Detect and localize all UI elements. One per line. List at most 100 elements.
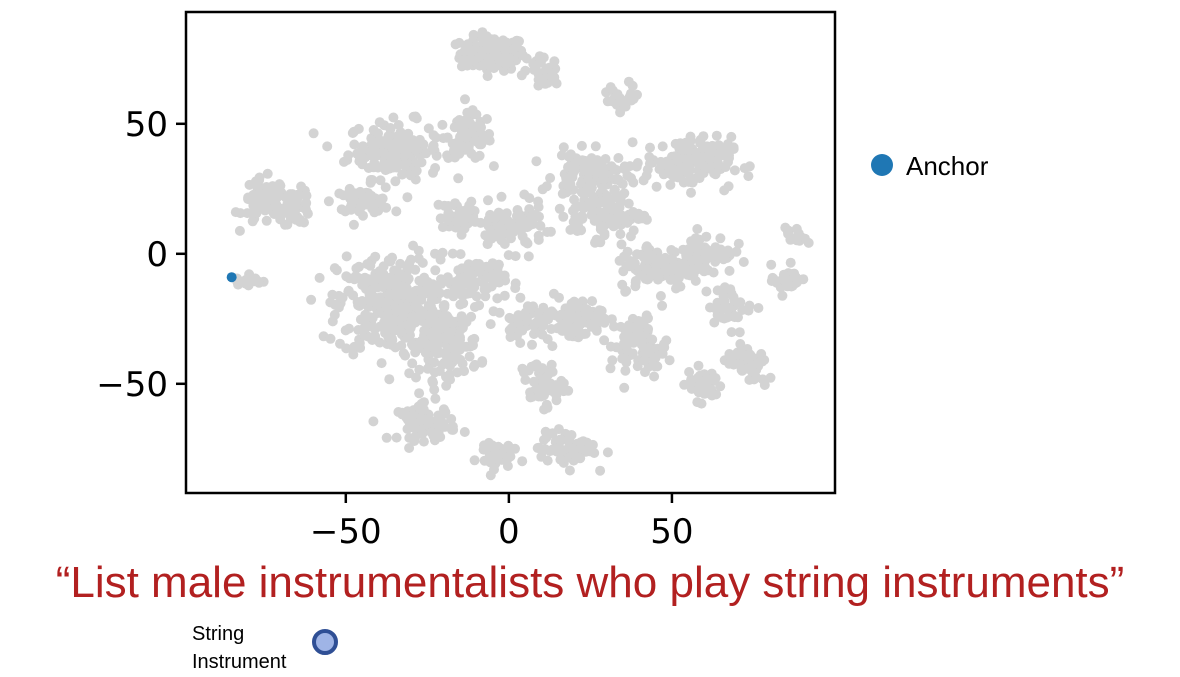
data-point — [571, 313, 582, 324]
data-point — [242, 274, 253, 285]
data-point — [469, 359, 480, 370]
data-point — [623, 198, 634, 209]
data-point — [488, 63, 499, 74]
data-point — [558, 211, 569, 222]
data-point — [456, 229, 467, 240]
data-point — [617, 279, 628, 290]
data-point — [691, 253, 702, 264]
data-point — [619, 382, 630, 393]
data-point — [426, 427, 437, 438]
data-point — [462, 60, 473, 71]
data-point — [614, 255, 625, 266]
data-point — [402, 262, 413, 273]
data-point — [418, 404, 429, 415]
data-point — [282, 219, 293, 230]
anchor-point — [226, 272, 237, 283]
data-point — [457, 208, 468, 219]
data-point — [627, 348, 638, 359]
data-point — [437, 247, 448, 258]
data-point — [464, 351, 475, 362]
data-point — [340, 206, 351, 217]
data-point — [541, 432, 552, 443]
data-point — [790, 233, 801, 244]
data-point — [348, 290, 359, 301]
data-point — [551, 78, 562, 89]
data-point — [576, 140, 587, 151]
data-point — [666, 245, 677, 255]
data-point — [575, 329, 585, 340]
data-point — [609, 185, 620, 196]
data-point — [660, 261, 670, 271]
data-point — [738, 257, 749, 267]
data-point — [506, 323, 517, 334]
data-point — [397, 308, 408, 318]
data-point — [724, 265, 735, 276]
data-point — [673, 171, 684, 182]
data-point — [599, 317, 610, 328]
data-point — [344, 323, 354, 334]
data-point — [545, 173, 556, 183]
data-point — [374, 117, 385, 128]
y-tick-label: 50 — [125, 105, 168, 145]
data-point — [734, 327, 745, 338]
data-point — [785, 257, 796, 268]
data-point — [464, 200, 475, 211]
data-point — [391, 432, 402, 443]
data-point — [349, 126, 359, 137]
data-point — [360, 323, 371, 334]
data-point — [403, 332, 414, 343]
data-point — [624, 92, 635, 103]
data-point — [693, 360, 704, 371]
data-point — [409, 340, 420, 351]
data-point — [480, 291, 491, 302]
data-point — [354, 206, 365, 217]
data-point — [375, 175, 386, 186]
data-point — [660, 158, 670, 169]
data-point — [628, 177, 639, 188]
data-point — [301, 198, 312, 208]
data-point — [715, 233, 726, 244]
data-point — [507, 221, 518, 232]
string-instrument-marker — [312, 629, 338, 655]
data-point — [544, 446, 555, 456]
data-point — [538, 302, 549, 313]
data-point — [414, 364, 425, 375]
data-point — [413, 245, 424, 256]
data-point — [568, 448, 579, 459]
data-point — [301, 190, 312, 201]
data-point — [639, 355, 650, 366]
data-point — [711, 303, 721, 314]
data-point — [540, 382, 551, 393]
data-point — [474, 266, 485, 277]
data-point — [551, 390, 562, 401]
data-point — [263, 203, 273, 214]
data-point — [459, 315, 470, 326]
data-point — [355, 186, 366, 197]
data-point — [397, 169, 408, 180]
data-point — [756, 349, 767, 359]
data-point — [347, 198, 357, 208]
data-point — [436, 316, 447, 327]
data-point — [392, 273, 403, 284]
data-point — [679, 259, 690, 270]
data-point — [719, 185, 730, 196]
data-point — [537, 184, 548, 195]
data-point — [489, 442, 500, 453]
data-point — [425, 312, 435, 323]
y-axis: 50 0 −50 — [96, 105, 186, 405]
data-point — [692, 397, 703, 408]
data-point — [453, 173, 464, 184]
string-instrument-label-line2: Instrument — [192, 651, 287, 673]
data-point — [757, 356, 768, 367]
data-point — [587, 205, 598, 216]
data-point — [407, 358, 418, 369]
data-point — [296, 181, 307, 192]
data-point — [590, 237, 600, 248]
data-point — [555, 434, 566, 445]
data-point — [517, 363, 528, 374]
data-point — [416, 293, 427, 304]
data-point — [523, 251, 534, 262]
data-point — [354, 338, 365, 349]
data-point — [368, 416, 379, 427]
data-point — [520, 311, 531, 322]
